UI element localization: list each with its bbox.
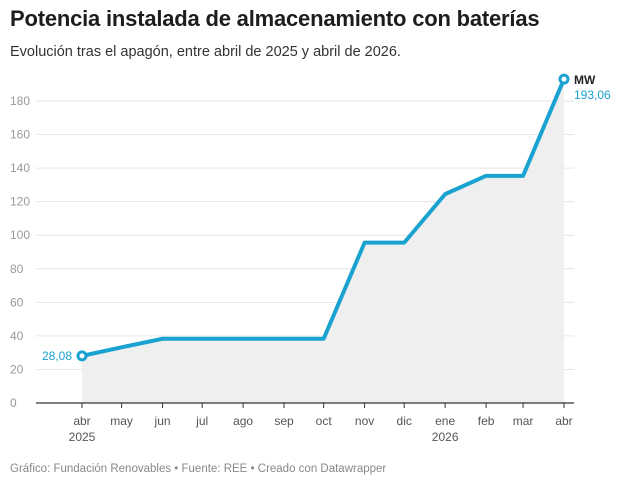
area-fill (82, 79, 564, 403)
y-tick-label: 160 (10, 128, 30, 142)
x-tick-label: sep (274, 414, 294, 428)
y-tick-label: 100 (10, 228, 30, 242)
y-tick-label: 40 (10, 329, 24, 343)
x-tick-label: ago (233, 414, 253, 428)
chart-footer: Gráfico: Fundación Renovables • Fuente: … (10, 463, 387, 475)
chart-subtitle: Evolución tras el apagón, entre abril de… (10, 44, 401, 60)
y-tick-label: 180 (10, 94, 30, 108)
y-tick-label: 60 (10, 295, 24, 309)
chart-title: Potencia instalada de almacenamiento con… (10, 6, 540, 31)
x-tick-label: jul (195, 414, 208, 428)
series-line (81, 78, 566, 358)
x-tick-label: dic (397, 414, 412, 428)
endpoint-marker (558, 73, 570, 85)
y-tick-label: 0 (10, 396, 17, 410)
y-tick-label: 20 (10, 362, 24, 376)
x-tick-label: nov (355, 414, 374, 428)
x-tick-label: ene (435, 414, 455, 428)
last-value-label: 193,06 (574, 88, 611, 102)
unit-label: MW (574, 73, 596, 87)
endpoint-marker (76, 350, 88, 362)
x-tick-year: 2025 (69, 430, 96, 444)
x-tick-label: abr (73, 414, 90, 428)
y-tick-label: 140 (10, 161, 30, 175)
x-tick-label: may (110, 414, 133, 428)
first-value-label: 28,08 (42, 349, 72, 363)
x-tick-label: mar (513, 414, 534, 428)
y-tick-label: 120 (10, 195, 30, 209)
x-tick-label: abr (555, 414, 572, 428)
x-tick-label: feb (478, 414, 495, 428)
x-tick-label: oct (316, 414, 333, 428)
x-tick-label: jun (154, 414, 171, 428)
y-tick-label: 80 (10, 262, 24, 276)
x-tick-year: 2026 (432, 430, 459, 444)
